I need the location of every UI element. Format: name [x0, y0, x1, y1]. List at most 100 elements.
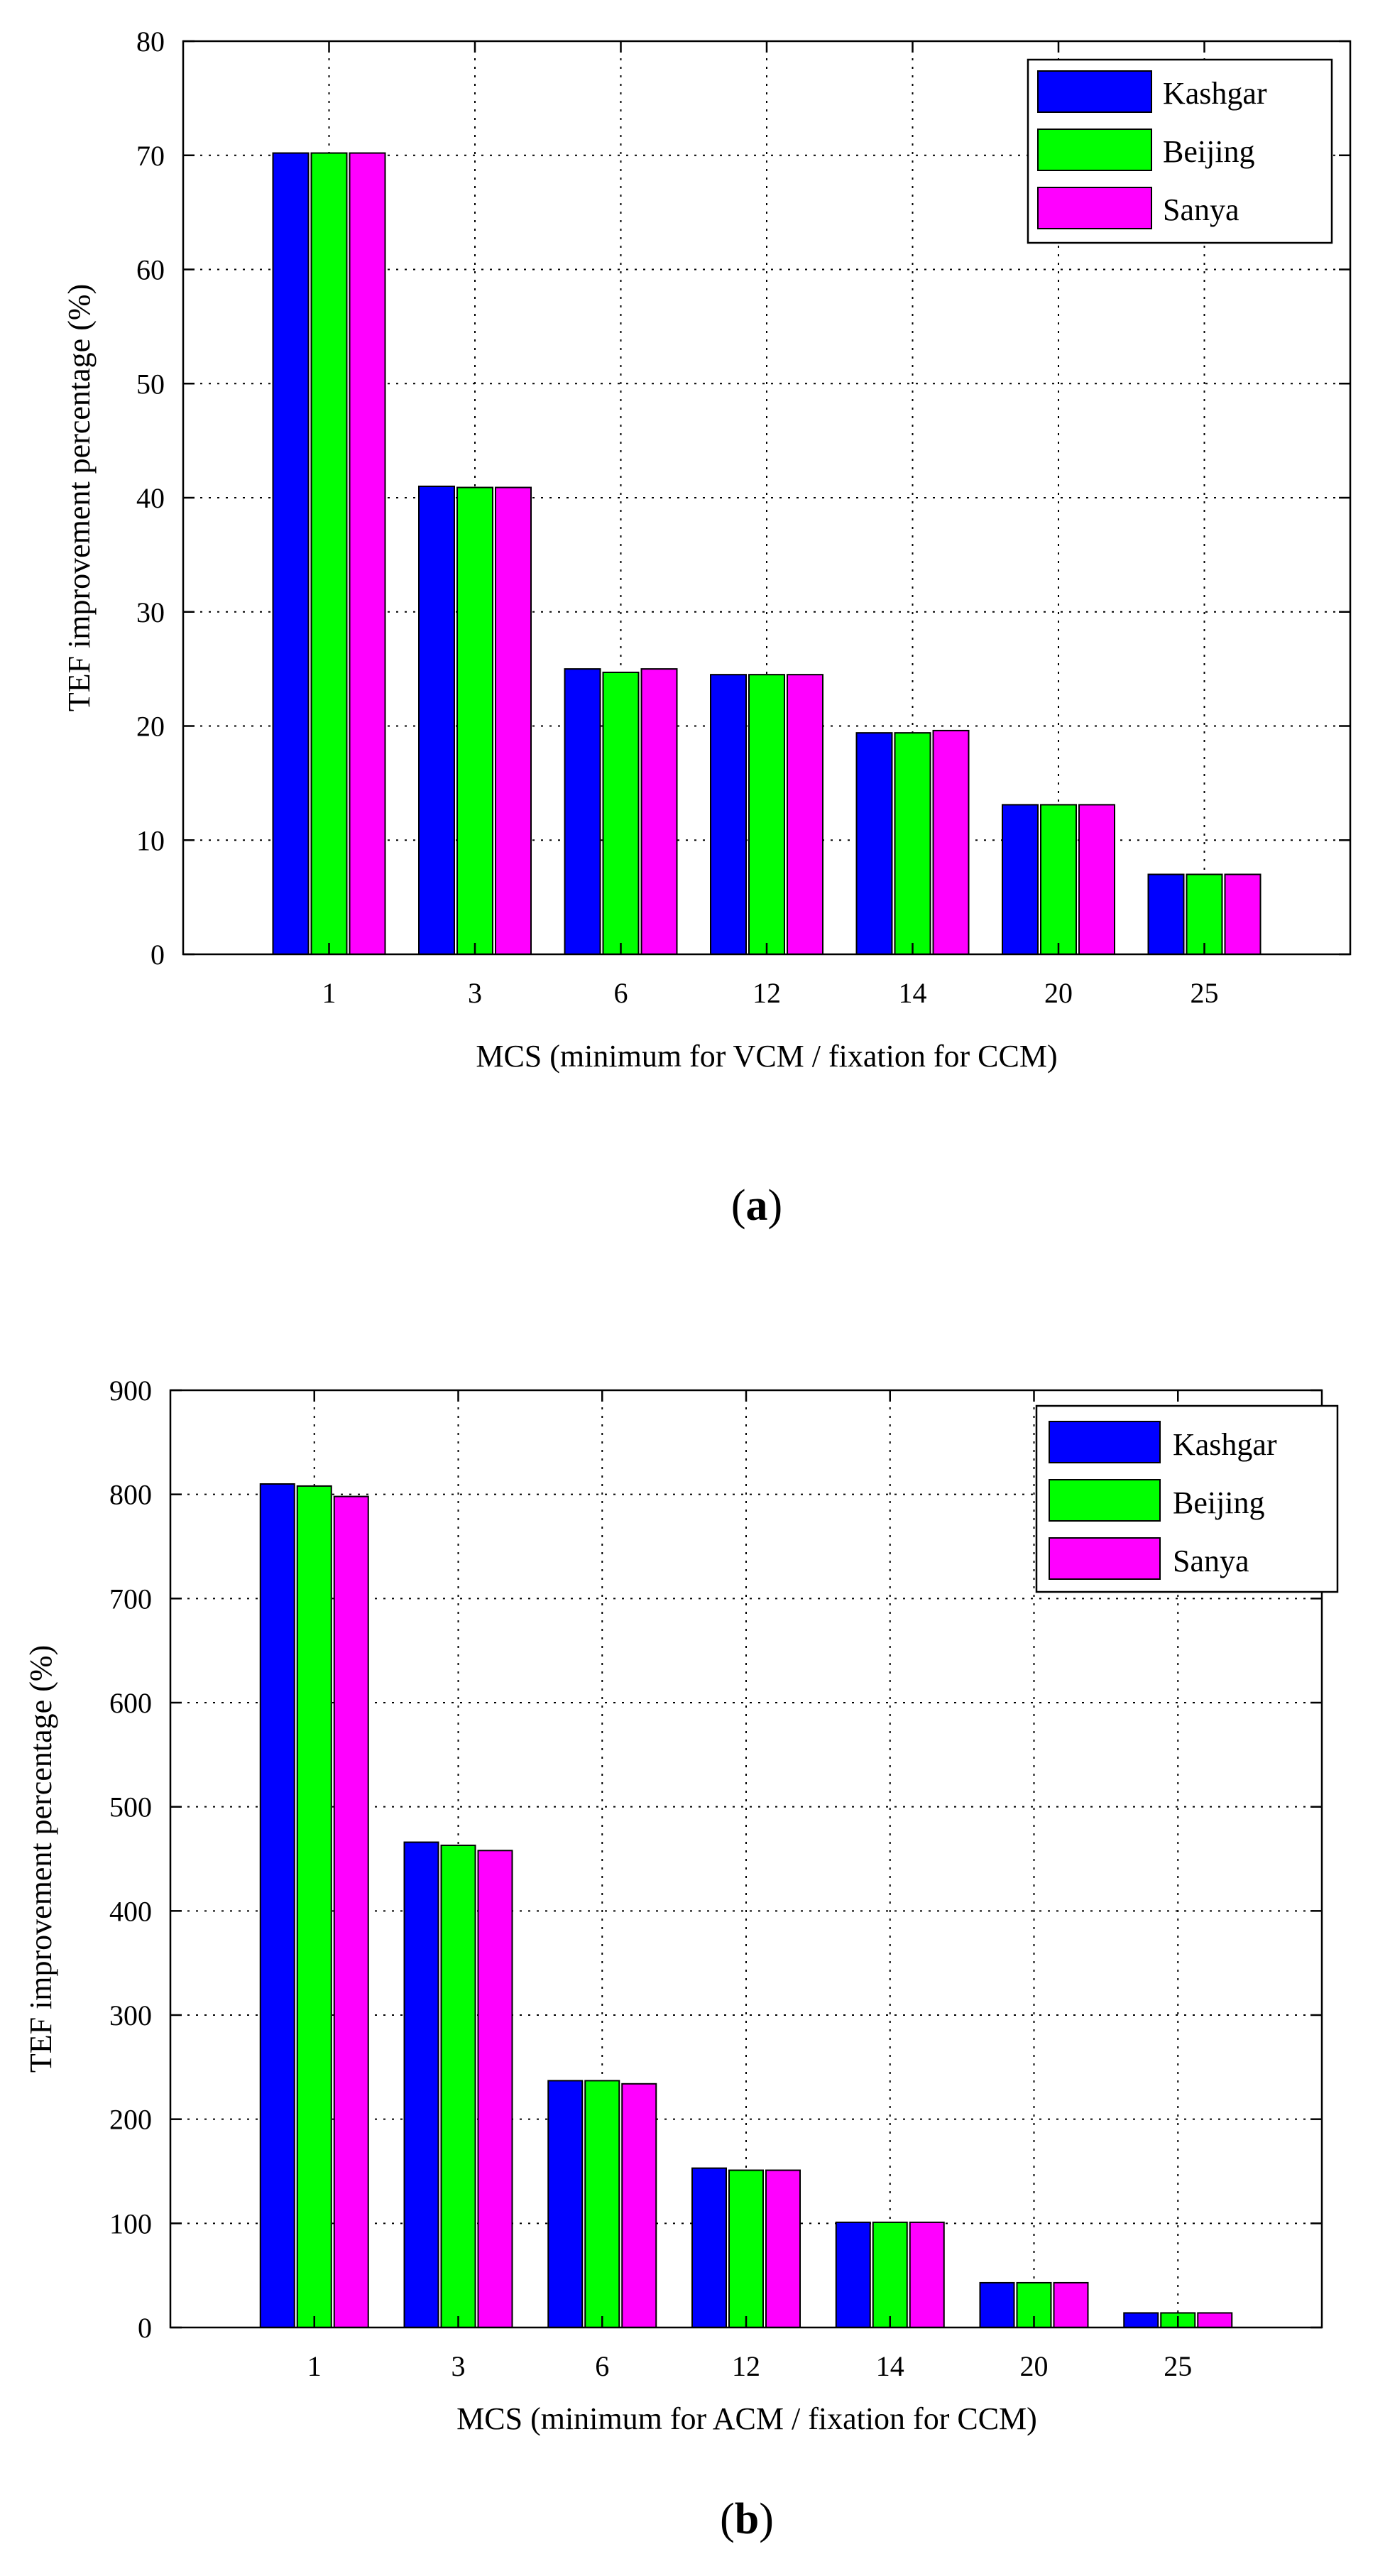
bar-kashgar-12 [710, 674, 747, 955]
legend-item-b-kashgar: Kashgar [1049, 1421, 1277, 1463]
bar-beijing-3 [456, 486, 493, 955]
caption-a-open: ( [731, 1181, 746, 1230]
bar-sanya-14 [909, 2221, 945, 2329]
y-tick-label: 50 [136, 368, 165, 400]
x-tick-label: 25 [1164, 2350, 1192, 2382]
bar-beijing-6 [584, 2080, 620, 2328]
bar-kashgar-6 [547, 2080, 584, 2328]
bars-a [272, 152, 1262, 956]
bar-kashgar-14 [855, 732, 893, 956]
bar-kashgar-12 [691, 2167, 727, 2329]
bar-sanya-20 [1053, 2281, 1089, 2329]
bar-kashgar-20 [979, 2281, 1015, 2329]
axes-b: 0 100 200 300 400 500 600 700 800 900 1 3 6 12 14 20 25 [109, 1375, 1322, 2382]
bar-sanya-3 [495, 486, 532, 955]
legend-label-b-kashgar: Kashgar [1173, 1427, 1277, 1462]
bar-sanya-14 [932, 729, 970, 956]
legend-swatch-a-beijing [1037, 129, 1152, 171]
legend-label-b-sanya: Sanya [1173, 1544, 1249, 1578]
y-tick-label: 0 [138, 2312, 152, 2344]
y-tick-label: 800 [109, 1479, 152, 1511]
x-tick-label: 3 [452, 2350, 466, 2382]
caption-a: (a) [731, 1181, 782, 1230]
legend-swatch-a-kashgar [1037, 70, 1152, 113]
legend-label-a-beijing: Beijing [1163, 134, 1255, 169]
chart-a: 0 10 20 30 40 50 60 70 80 1 3 6 12 14 20 25 MCS (minimu… [62, 26, 1352, 1230]
x-tick-label: 1 [307, 2350, 322, 2382]
legend-b: Kashgar Beijing Sanya [1035, 1404, 1339, 1593]
y-tick-label: 700 [109, 1583, 152, 1615]
bar-sanya-3 [477, 1850, 513, 2328]
legend-a: Kashgar Beijing Sanya [1027, 58, 1333, 244]
bar-sanya-1 [349, 152, 386, 955]
x-tick-label: 14 [876, 2350, 904, 2382]
legend-swatch-b-kashgar [1049, 1421, 1161, 1463]
caption-b-open: ( [720, 2495, 735, 2543]
y-tick-label: 0 [151, 939, 165, 971]
caption-b-letter: b [735, 2495, 759, 2543]
bar-sanya-6 [621, 2083, 657, 2329]
bar-sanya-1 [333, 1495, 369, 2329]
bar-sanya-25 [1197, 2312, 1233, 2328]
bar-kashgar-25 [1147, 873, 1185, 955]
y-tick-label: 70 [136, 140, 165, 172]
legend-item-b-sanya: Sanya [1049, 1537, 1249, 1580]
bar-beijing-3 [440, 1844, 476, 2328]
legend-label-b-beijing: Beijing [1173, 1485, 1265, 1520]
axes-a: 0 10 20 30 40 50 60 70 80 1 3 6 12 14 20 25 [136, 26, 1350, 1009]
caption-a-letter: a [746, 1181, 768, 1230]
bar-sanya-25 [1224, 873, 1262, 955]
bar-beijing-14 [872, 2221, 908, 2329]
x-tick-label: 3 [468, 977, 482, 1009]
legend-item-a-sanya: Sanya [1037, 187, 1239, 229]
caption-a-close: ) [768, 1181, 783, 1230]
y-tick-label: 900 [109, 1375, 152, 1407]
bar-sanya-12 [787, 674, 823, 955]
bar-sanya-12 [765, 2169, 801, 2329]
y-axis-label-a: TEF improvement percentage (%) [62, 284, 97, 711]
x-tick-label: 25 [1191, 977, 1219, 1009]
y-tick-label: 60 [136, 254, 165, 286]
y-tick-label: 500 [109, 1791, 152, 1823]
x-axis-label-a: MCS (minimum for VCM / fixation for CCM) [476, 1039, 1057, 1074]
bar-kashgar-3 [403, 1841, 439, 2329]
bar-beijing-14 [894, 732, 931, 956]
x-axis-label-b: MCS (minimum for ACM / fixation for CCM) [456, 2401, 1037, 2436]
bar-sanya-6 [640, 668, 678, 955]
x-tick-label: 12 [732, 2350, 760, 2382]
y-tick-label: 20 [136, 711, 165, 743]
x-tick-label: 20 [1020, 2350, 1049, 2382]
bar-kashgar-1 [259, 1483, 295, 2328]
y-tick-label: 30 [136, 596, 165, 628]
caption-b-close: ) [759, 2495, 774, 2543]
bar-kashgar-1 [272, 152, 310, 955]
bar-kashgar-6 [564, 668, 601, 955]
legend-item-a-beijing: Beijing [1037, 129, 1255, 171]
bar-beijing-6 [602, 671, 640, 955]
legend-swatch-b-sanya [1049, 1537, 1161, 1580]
bar-sanya-20 [1078, 804, 1115, 955]
y-tick-label: 200 [109, 2104, 152, 2136]
y-tick-label: 600 [109, 1687, 152, 1719]
legend-label-a-kashgar: Kashgar [1163, 76, 1267, 111]
bar-kashgar-3 [418, 485, 455, 955]
y-tick-label: 80 [136, 26, 165, 58]
x-tick-label: 14 [899, 977, 927, 1009]
bar-beijing-1 [310, 152, 348, 955]
legend-item-b-beijing: Beijing [1049, 1479, 1265, 1522]
y-tick-label: 300 [109, 1999, 152, 2031]
bar-beijing-12 [748, 674, 785, 955]
x-tick-label: 12 [753, 977, 781, 1009]
x-tick-label: 6 [595, 2350, 609, 2382]
bar-kashgar-20 [1002, 804, 1039, 955]
legend-label-a-sanya: Sanya [1163, 192, 1239, 227]
y-tick-label: 10 [136, 824, 165, 856]
y-tick-label: 40 [136, 482, 165, 514]
x-tick-label: 20 [1044, 977, 1073, 1009]
legend-item-a-kashgar: Kashgar [1037, 70, 1267, 113]
bar-kashgar-14 [835, 2221, 871, 2329]
x-tick-label: 1 [322, 977, 336, 1009]
x-tick-label: 6 [614, 977, 628, 1009]
